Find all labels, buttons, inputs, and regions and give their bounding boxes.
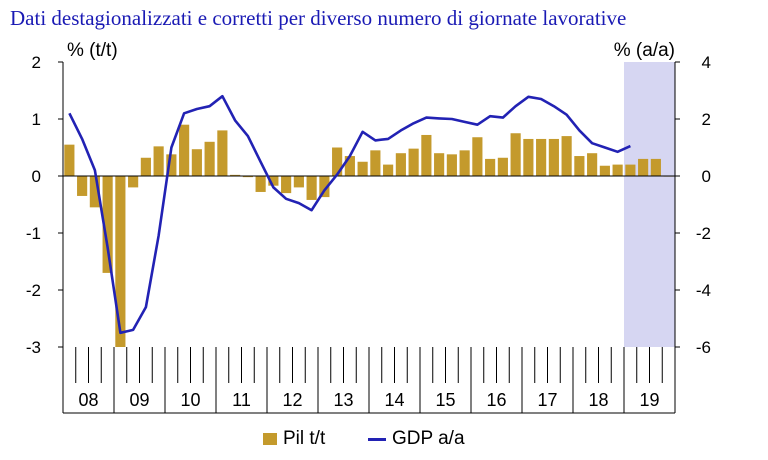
bar-16Q1 — [472, 137, 483, 176]
year-label: 18 — [588, 390, 608, 410]
bars-group — [64, 124, 674, 347]
left-tick-label: 2 — [32, 53, 41, 72]
left-tick-label: 1 — [32, 110, 41, 129]
bar-08Q3 — [89, 176, 100, 208]
bar-11Q2 — [230, 174, 241, 176]
bar-14Q4 — [408, 148, 419, 176]
bar-19Q1 — [625, 164, 636, 176]
bar-10Q3 — [191, 149, 202, 176]
bar-11Q3 — [242, 176, 253, 178]
year-labels: 08 09 10 11 12 13 14 15 16 17 18 19 — [78, 390, 659, 410]
year-label: 12 — [282, 390, 302, 410]
bar-19Q2 — [638, 158, 649, 176]
bar-13Q2 — [332, 147, 343, 176]
bar-09Q3 — [140, 157, 151, 176]
bar-08Q4 — [102, 176, 113, 273]
bar-15Q3 — [446, 154, 457, 176]
bar-15Q2 — [434, 153, 445, 176]
bar-17Q4 — [561, 136, 572, 176]
bar-12Q2 — [281, 176, 292, 194]
bar-13Q4 — [357, 161, 368, 176]
right-tick-label: -2 — [696, 224, 711, 243]
legend-bar-label: Pil t/t — [283, 428, 326, 449]
chart-subtitle: Dati destagionalizzati e corretti per di… — [10, 6, 627, 30]
legend-line-swatch — [368, 437, 386, 441]
bar-10Q2 — [179, 124, 190, 176]
forecast-shade — [624, 62, 675, 347]
bar-12Q1 — [268, 176, 279, 186]
bar-18Q4 — [612, 164, 623, 176]
bar-12Q3 — [293, 176, 304, 188]
legend-item-bars: Pil t/t — [263, 428, 325, 450]
bar-19Q3 — [650, 158, 661, 176]
bar-13Q1 — [319, 176, 330, 198]
year-label: 19 — [639, 390, 659, 410]
bar-15Q4 — [459, 150, 470, 176]
gdp-line-series — [68, 94, 631, 335]
bar-18Q1 — [574, 156, 585, 176]
left-tick-label: -2 — [26, 281, 41, 300]
right-tick-label: 0 — [702, 167, 711, 186]
bar-16Q4 — [510, 133, 521, 176]
legend-item-line: GDP a/a — [368, 428, 465, 450]
bar-13Q3 — [344, 156, 355, 176]
bar-14Q2 — [383, 164, 394, 176]
bar-17Q1 — [523, 138, 534, 176]
bar-11Q1 — [217, 130, 228, 176]
year-label: 17 — [537, 390, 557, 410]
bar-09Q2 — [128, 176, 139, 188]
right-tick-label: 2 — [702, 110, 711, 129]
bar-16Q2 — [485, 158, 496, 176]
bar-10Q4 — [204, 141, 215, 176]
right-ticks: 4 2 0 -2 -4 -6 — [675, 53, 711, 357]
bar-10Q1 — [166, 154, 177, 176]
left-tick-label: 0 — [32, 167, 41, 186]
bar-11Q4 — [255, 176, 266, 192]
bar-17Q3 — [548, 138, 559, 176]
year-label: 14 — [384, 390, 404, 410]
chart-svg: 210-1-2-3 420-2-4-6 08 09 10 11 12 13 14 15 16 17… — [26, 40, 711, 414]
year-label: 08 — [78, 390, 98, 410]
left-tick-label: -3 — [26, 338, 41, 357]
bar-08Q2 — [77, 176, 88, 196]
bar-14Q1 — [370, 150, 381, 176]
right-tick-label: -4 — [696, 281, 711, 300]
right-tick-label: 4 — [702, 53, 711, 72]
bar-15Q1 — [421, 134, 432, 176]
year-label: 15 — [435, 390, 455, 410]
year-label: 16 — [486, 390, 506, 410]
left-tick-label: -1 — [26, 224, 41, 243]
year-label: 11 — [232, 390, 251, 410]
bar-14Q3 — [395, 153, 406, 176]
bar-12Q4 — [306, 176, 317, 200]
bar-17Q2 — [536, 138, 547, 176]
year-label: 10 — [180, 390, 200, 410]
year-label: 13 — [333, 390, 353, 410]
legend-bar-swatch — [263, 433, 277, 445]
legend-line-label: GDP a/a — [392, 428, 465, 449]
bar-18Q3 — [599, 165, 610, 176]
bar-18Q2 — [587, 153, 598, 176]
year-label: 09 — [129, 390, 149, 410]
x-ticks — [62, 347, 676, 414]
bar-09Q1 — [115, 176, 126, 347]
left-axis-label: % (t/t) — [67, 40, 118, 61]
right-tick-label: -6 — [696, 338, 711, 357]
bar-08Q1 — [64, 144, 75, 176]
right-axis-label: % (a/a) — [614, 40, 675, 61]
bar-09Q4 — [153, 146, 164, 176]
bar-16Q3 — [497, 157, 508, 176]
left-ticks: 2 1 0 -1 -2 -3 — [26, 53, 63, 357]
